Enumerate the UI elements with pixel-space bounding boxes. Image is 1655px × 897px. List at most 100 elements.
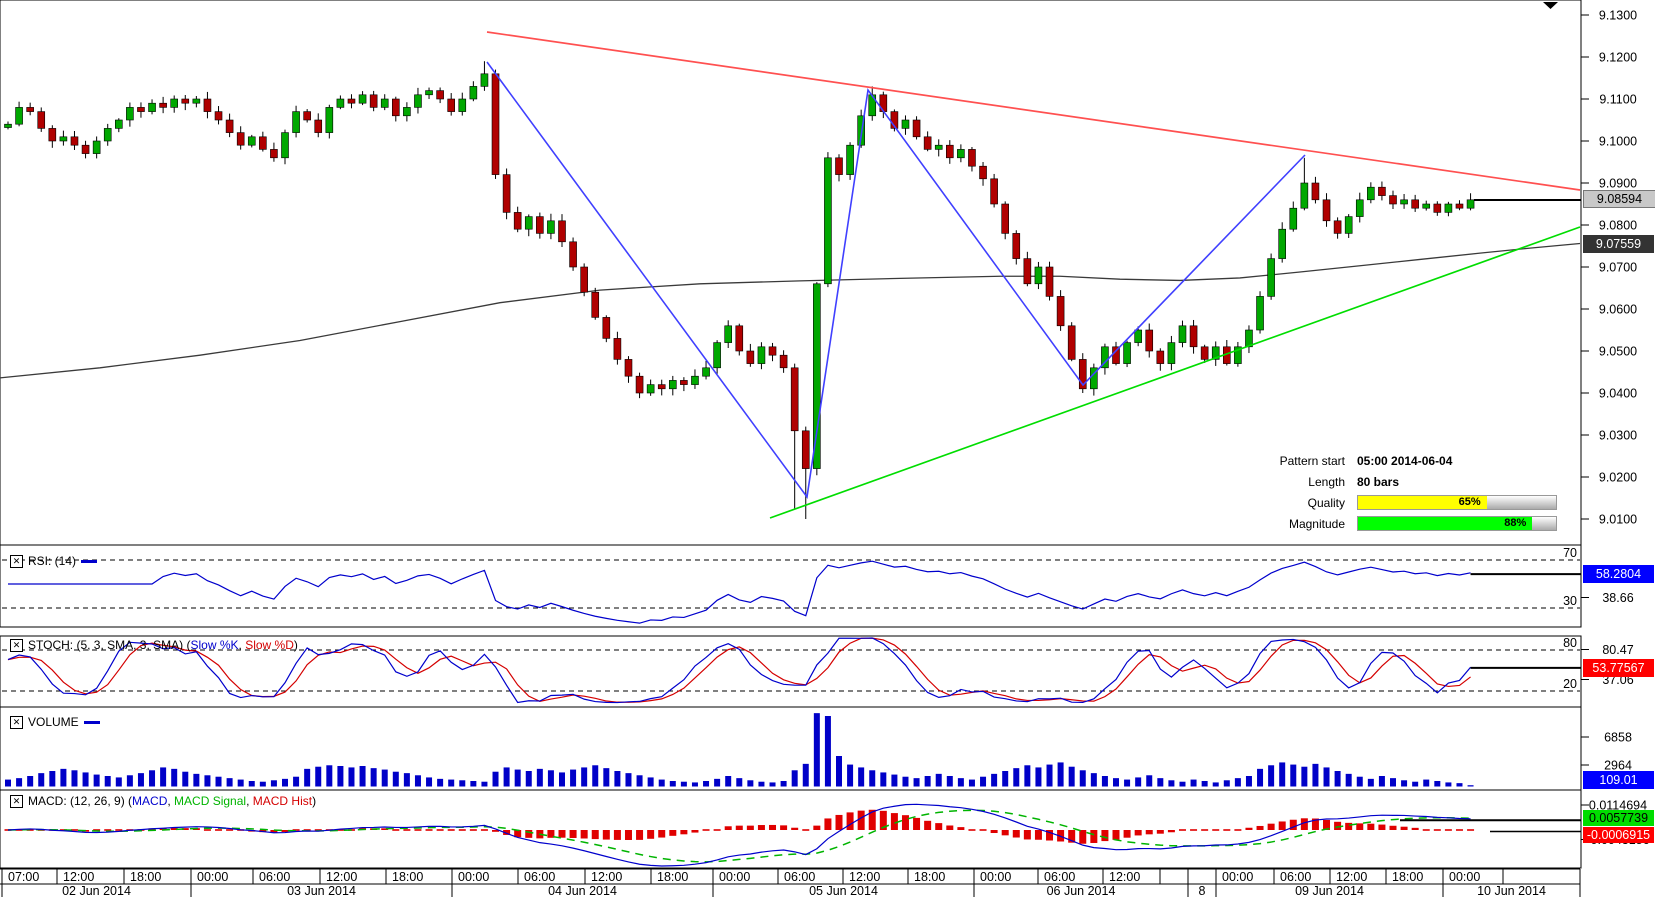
candle-body [801,430,810,469]
price-tick-label: 9.0600 [1599,303,1637,317]
time-label[interactable]: 12:00 [849,870,880,884]
time-label[interactable]: 00:00 [458,870,489,884]
date-label[interactable]: 06 Jun 2014 [1047,884,1116,897]
candle-body [923,136,932,150]
candle-body [1333,220,1342,234]
volume-bar [115,777,122,787]
macd-hist-bar [624,830,632,840]
quality-progress-bar: 65% [1357,495,1557,510]
volume-bar [1245,776,1252,787]
candle-body [1101,346,1109,369]
volume-bar [581,767,588,787]
time-label[interactable]: 18:00 [130,870,161,884]
candle-body [1189,325,1198,348]
macd-hist-bar [724,826,732,830]
candle-body [813,283,821,469]
date-label[interactable]: 8 [1199,884,1206,897]
macd-hist-bar [547,830,555,838]
price-tick-label: 9.0300 [1599,429,1637,443]
magnitude-progress-bar: 88% [1357,516,1557,531]
macd-hist-bar [769,824,777,830]
candle-body [1422,203,1431,209]
stoch-visibility-checkbox[interactable]: ✕ [10,638,23,652]
date-label[interactable]: 03 Jun 2014 [287,884,356,897]
macd-hist-bar [813,825,821,830]
candle-body [447,98,456,112]
macd-visibility-checkbox[interactable]: ✕ [10,794,23,808]
time-label[interactable]: 12:00 [326,870,357,884]
macd-hist-bar [1046,830,1054,841]
time-label[interactable]: 12:00 [591,870,622,884]
volume-bar [813,713,820,787]
volume-bar [1423,779,1430,787]
time-label[interactable]: 18:00 [392,870,423,884]
time-label[interactable]: 06:00 [524,870,555,884]
time-label[interactable]: 00:00 [719,870,750,884]
time-label[interactable]: 00:00 [197,870,228,884]
time-label[interactable]: 07:00 [8,870,39,884]
candle-body [1411,199,1419,209]
macd-hist-bar [392,829,400,831]
macd-hist-bar [757,825,765,830]
date-label[interactable]: 09 Jun 2014 [1295,884,1364,897]
candle-body [569,241,577,268]
volume-bar [1257,768,1264,787]
time-label[interactable]: 06:00 [1280,870,1311,884]
time-label[interactable]: 00:00 [980,870,1011,884]
volume-bar [536,768,543,787]
time-label[interactable]: 06:00 [1044,870,1075,884]
candle-body [1067,325,1076,360]
candle-body [602,317,611,339]
price-tick-label: 9.0400 [1599,387,1637,401]
time-label[interactable]: 00:00 [1449,870,1480,884]
candle-body [580,266,588,293]
stoch-slowd-label: Slow %D [245,638,294,652]
time-label[interactable]: 12:00 [63,870,94,884]
candle-body [702,367,710,377]
date-label[interactable]: 05 Jun 2014 [809,884,878,897]
trendline-support [769,226,1581,519]
volume-visibility-checkbox[interactable]: ✕ [10,715,23,729]
candle-body [1400,199,1408,205]
time-label[interactable]: 18:00 [657,870,688,884]
candle-body [1123,342,1131,364]
macd-hist-bar [1068,830,1076,843]
macd-hist-bar [1178,829,1186,831]
volume-value-badge: 109.01 [1583,771,1654,789]
time-label[interactable]: 06:00 [784,870,815,884]
volume-bar [1334,771,1341,787]
volume-bar [514,769,521,787]
time-label[interactable]: 18:00 [1392,870,1423,884]
macd-hist-bar [913,817,921,830]
volume-bar [1124,779,1131,787]
candle-body [990,178,998,205]
date-label[interactable]: 10 Jun 2014 [1477,884,1546,897]
time-label[interactable]: 06:00 [259,870,290,884]
macd-hist-bar [879,810,887,830]
time-label[interactable]: 12:00 [1109,870,1140,884]
volume-bar [902,776,909,787]
macd-hist-bar [558,830,566,838]
macd-signal-line [7,809,1471,863]
ma-value-badge: 9.07559 [1583,235,1654,253]
date-label[interactable]: 04 Jun 2014 [548,884,617,897]
scroll-to-end-marker[interactable] [1543,2,1558,9]
macd-hist-bar [1134,830,1142,836]
date-label[interactable]: 02 Jun 2014 [62,884,131,897]
time-label[interactable]: 18:00 [914,870,945,884]
rsi-visibility-checkbox[interactable]: ✕ [10,554,23,568]
volume-bar [1201,781,1208,787]
time-label[interactable]: 12:00 [1336,870,1367,884]
volume-bar [880,772,887,787]
candle-body [436,90,444,100]
macd-hist-bar [115,829,123,831]
volume-bar [669,781,676,787]
time-label[interactable]: 00:00 [1222,870,1253,884]
volume-bar [1024,765,1031,787]
magnitude-progress-fill: 88% [1358,517,1533,530]
stoch-slowk-line [7,637,1472,704]
macd-hist-bar [1245,827,1253,830]
stoch-value-badge: 53.77567 [1583,659,1654,677]
price-tick-label: 9.1300 [1599,9,1637,23]
